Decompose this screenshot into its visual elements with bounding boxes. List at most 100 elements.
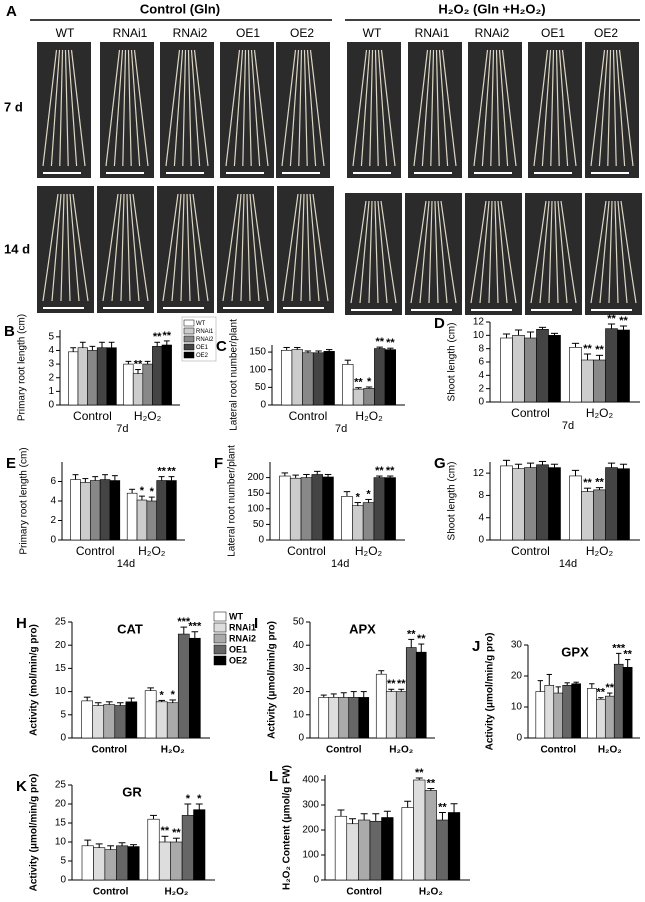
bar — [136, 499, 148, 541]
panel-letter: L — [269, 768, 278, 785]
bar — [99, 479, 111, 541]
y-tick-label: 4 — [50, 496, 56, 507]
x-note: 14d — [331, 558, 349, 570]
root-sketch — [193, 49, 209, 167]
bar — [358, 697, 370, 739]
x-tick-label: Control — [326, 745, 362, 756]
bar — [155, 701, 168, 739]
panel-letter: D — [434, 315, 445, 332]
panel-letter: C — [216, 338, 227, 355]
x-tick-label: H₂O₂ — [164, 887, 188, 898]
significance: * — [140, 485, 145, 497]
root-photo — [528, 42, 582, 178]
bar — [605, 328, 618, 403]
legend-label: OE1 — [229, 644, 247, 654]
root-sketch — [312, 193, 329, 302]
bar — [323, 351, 335, 406]
bar — [596, 698, 606, 739]
y-axis-label: H₂O₂ Content (μmol/g FW) — [282, 765, 293, 890]
y-tick-label: 50 — [255, 382, 267, 393]
bar — [512, 335, 525, 403]
root-sketch — [590, 200, 607, 304]
root-sketch — [225, 49, 241, 167]
x-tick-label: Control — [73, 409, 112, 423]
root-sketch — [102, 193, 119, 302]
bar — [369, 820, 382, 881]
significance: ** — [172, 827, 181, 839]
root-sketch — [473, 49, 489, 167]
bar — [341, 496, 353, 541]
root-sketch — [231, 193, 242, 302]
x-note: 7d — [116, 423, 128, 435]
y-tick-label: 150 — [247, 488, 264, 499]
bar — [144, 690, 157, 739]
significance: * — [197, 793, 202, 805]
root-sketch — [300, 193, 305, 302]
significance: ** — [597, 687, 606, 699]
y-tick-label: 5 — [48, 331, 54, 342]
bar — [281, 349, 293, 406]
y-axis-label: Shoot length (cm) — [447, 323, 458, 402]
bar — [81, 700, 94, 739]
bar — [363, 388, 375, 406]
root-sketch — [377, 49, 388, 167]
bar — [114, 705, 127, 739]
y-tick-label: 0 — [516, 733, 522, 744]
bar — [127, 846, 140, 881]
genotype-label: OE1 — [236, 26, 260, 40]
root-sketch — [130, 49, 141, 167]
significance: ** — [354, 377, 363, 389]
bar — [177, 633, 190, 739]
bar — [373, 477, 386, 541]
significance: ** — [605, 682, 614, 694]
root-sketch — [435, 49, 440, 167]
x-tick-label: Control — [287, 544, 326, 558]
root-sketch — [42, 193, 59, 302]
root-sketch — [428, 200, 433, 304]
significance: ** — [623, 648, 632, 660]
root-sketch — [122, 49, 127, 167]
x-tick-label: H₂O₂ — [138, 544, 166, 558]
root-sketch — [380, 49, 396, 167]
y-tick-label: 0 — [60, 875, 66, 886]
root-sketch — [498, 49, 509, 167]
root-sketch — [440, 200, 457, 304]
significance: ** — [438, 801, 447, 813]
genotype-label: WT — [56, 26, 75, 40]
root-photo — [585, 42, 639, 178]
bar — [548, 335, 561, 403]
root-sketch — [554, 200, 559, 304]
y-tick-label: 5 — [60, 709, 66, 720]
y-tick-label: 6 — [50, 476, 56, 487]
panel-letter: G — [434, 455, 446, 472]
significance: *** — [188, 621, 202, 633]
genotype-label: RNAi2 — [475, 26, 510, 40]
bar — [152, 346, 163, 406]
root-sketch — [359, 200, 370, 304]
bar — [158, 841, 171, 881]
bar — [170, 841, 183, 881]
legend-label: RNAi2 — [196, 337, 214, 343]
significance: ** — [134, 358, 143, 370]
bar — [605, 467, 618, 541]
bar — [524, 337, 537, 403]
root-sketch — [612, 49, 617, 167]
bar — [548, 467, 561, 541]
root-sketch — [180, 193, 185, 302]
y-tick-label: 200 — [302, 825, 319, 836]
root-sketch — [550, 49, 555, 167]
root-sketch — [479, 200, 490, 304]
significance: * — [150, 486, 155, 498]
bar — [385, 691, 397, 739]
y-tick-label: 100 — [302, 850, 319, 861]
root-photo — [217, 186, 274, 313]
root-sketch — [132, 193, 149, 302]
root-sketch — [533, 49, 549, 167]
panel-letter: K — [16, 778, 27, 795]
significance: * — [160, 689, 165, 701]
legend-label: RNAi2 — [229, 633, 256, 643]
y-axis-label: Lateral root number/plant — [229, 319, 240, 431]
significance: ** — [595, 477, 604, 489]
root-sketch — [377, 200, 388, 304]
